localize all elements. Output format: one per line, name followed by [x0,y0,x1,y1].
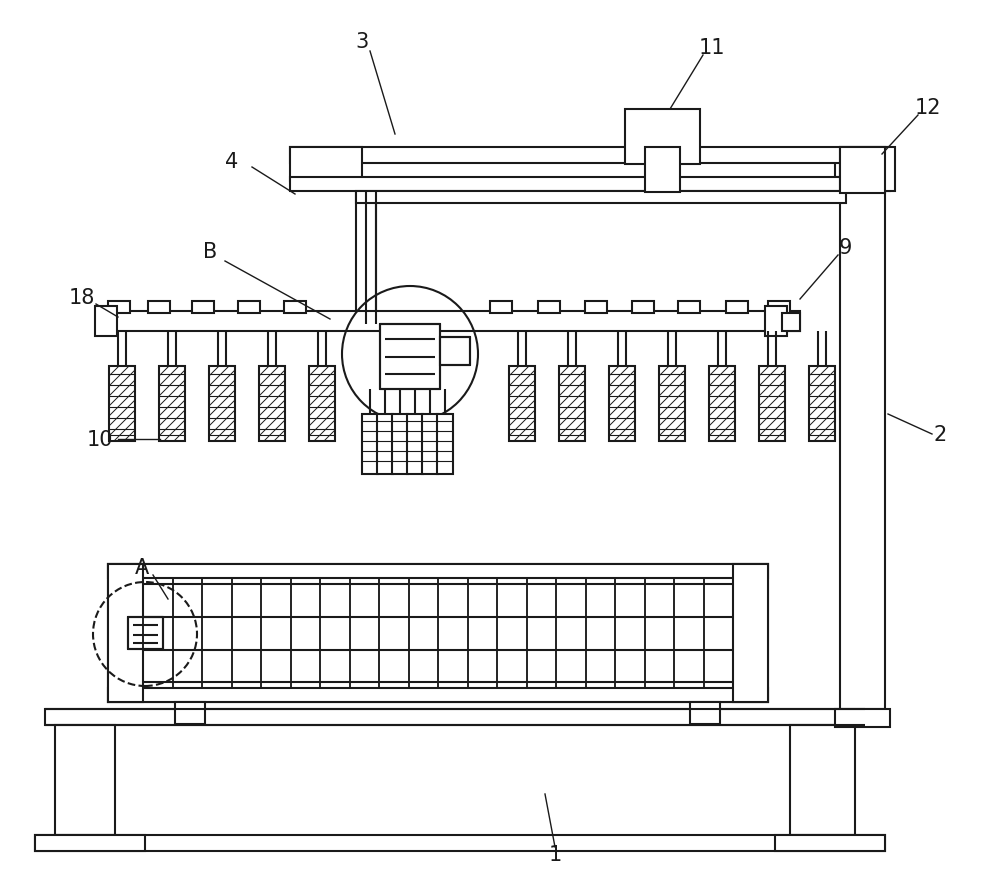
Bar [148,302,170,314]
Bar [835,709,890,727]
Bar [290,148,890,164]
Bar [284,302,306,314]
Bar [356,182,376,322]
Bar [128,617,163,649]
Bar [659,367,685,441]
Bar [759,367,785,441]
Text: A: A [135,558,149,577]
Bar [108,302,130,314]
Text: 3: 3 [355,32,369,52]
Bar [835,158,890,178]
Bar [840,148,885,194]
Text: 11: 11 [699,38,725,58]
Text: 1: 1 [548,844,562,864]
Bar [100,311,800,332]
Bar [108,565,768,578]
Bar [538,302,560,314]
Text: 2: 2 [933,424,947,445]
Bar [290,178,890,192]
Bar [159,367,185,441]
Bar [95,307,117,337]
Bar [238,302,260,314]
Bar [790,725,855,835]
Bar [392,415,408,474]
Bar [625,110,700,165]
Bar [109,367,135,441]
Bar [175,702,205,724]
Text: 4: 4 [225,152,239,172]
Bar [840,175,885,709]
Bar [377,415,393,474]
Bar [609,367,635,441]
Text: 12: 12 [915,98,941,118]
Bar [192,302,214,314]
Bar [437,415,453,474]
Bar [108,688,768,702]
Bar [632,302,654,314]
Bar [709,367,735,441]
Bar [690,702,720,724]
Bar [440,338,470,366]
Bar [840,148,895,192]
Bar [422,415,438,474]
Bar [356,192,846,203]
Bar [35,835,885,851]
Bar [490,302,512,314]
Bar [775,835,885,851]
Bar [585,302,607,314]
Bar [809,367,835,441]
Bar [407,415,423,474]
Bar [209,367,235,441]
Bar [782,314,800,332]
Bar [768,302,790,314]
Text: 10: 10 [87,430,113,450]
Bar [765,307,787,337]
Bar [509,367,535,441]
Bar [678,302,700,314]
Bar [35,835,145,851]
Bar [559,367,585,441]
Bar [108,565,143,702]
Bar [380,324,440,389]
Bar [362,415,378,474]
Bar [108,565,768,702]
Bar [645,148,680,193]
Bar [726,302,748,314]
Text: B: B [203,242,217,261]
Bar [259,367,285,441]
Bar [309,367,335,441]
Text: 18: 18 [69,288,95,308]
Bar [290,148,362,182]
Bar [733,565,768,702]
Text: 9: 9 [838,238,852,258]
Bar [45,709,865,725]
Bar [55,725,115,835]
